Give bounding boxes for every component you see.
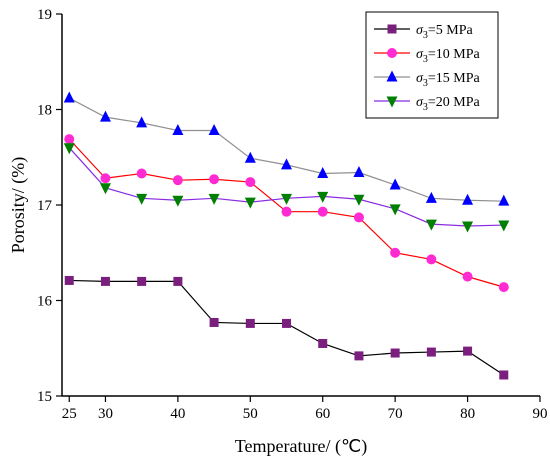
data-point: [136, 168, 147, 179]
data-point: [209, 317, 219, 327]
data-point: [354, 351, 364, 361]
data-point: [389, 178, 401, 190]
data-point: [498, 220, 510, 232]
data-point: [318, 338, 328, 348]
data-point: [209, 174, 220, 185]
data-point: [136, 116, 148, 128]
legend-item: σ3=10 MPa: [374, 47, 481, 65]
data-point: [100, 173, 111, 184]
x-axis: 25 30 40 50 60 70 80 90: [62, 396, 548, 422]
series-2: [64, 134, 509, 293]
data-point: [353, 166, 365, 178]
data-point: [63, 91, 75, 103]
legend: σ3=5 MPa σ3=10 MPa σ3=15 MPa σ3=20 MPa: [365, 11, 499, 119]
data-point: [64, 134, 75, 145]
legend-label: σ3=20 MPa: [416, 95, 481, 113]
y-axis: 15 16 17 18 19: [37, 7, 62, 405]
data-point: [172, 124, 184, 136]
legend-item: σ3=5 MPa: [374, 23, 474, 41]
data-point: [244, 151, 256, 163]
data-point: [462, 221, 474, 233]
y-tick-label: 15: [37, 389, 52, 405]
data-point: [462, 271, 473, 282]
x-tick-label: 25: [62, 406, 77, 422]
data-point: [390, 247, 401, 258]
series-1: [64, 275, 509, 380]
data-point: [245, 318, 255, 328]
data-point: [136, 193, 148, 205]
x-tick-label: 80: [460, 406, 475, 422]
data-point: [172, 195, 184, 207]
data-point: [425, 191, 437, 203]
data-point: [389, 204, 401, 216]
data-point: [99, 183, 111, 195]
legend-marker: [387, 24, 397, 34]
data-point: [498, 282, 509, 293]
legend-marker: [386, 96, 398, 108]
data-point: [208, 193, 220, 205]
data-point: [245, 177, 256, 188]
y-axis-title: Porosity/ (%): [8, 157, 29, 254]
x-tick-label: 90: [533, 406, 548, 422]
x-axis-title: Temperature/ (℃): [235, 436, 367, 457]
data-point: [462, 193, 474, 205]
legend-label: σ3=15 MPa: [416, 71, 481, 89]
legend-marker: [386, 70, 398, 82]
data-point: [244, 197, 256, 209]
data-point: [282, 318, 292, 328]
series-4: [63, 143, 510, 233]
data-point: [137, 276, 147, 286]
y-tick-label: 16: [37, 294, 53, 310]
data-point: [426, 347, 436, 357]
data-point: [281, 193, 293, 205]
data-point: [208, 124, 220, 136]
data-point: [499, 370, 509, 380]
legend-item: σ3=15 MPa: [374, 70, 481, 89]
y-tick-label: 17: [37, 198, 53, 214]
data-point: [172, 175, 183, 186]
series-layer: [63, 91, 510, 380]
y-tick-label: 19: [37, 7, 52, 23]
data-point: [63, 143, 75, 155]
data-point: [425, 219, 437, 231]
y-tick-label: 18: [37, 103, 52, 119]
x-tick-label: 60: [315, 406, 330, 422]
legend-marker: [387, 48, 397, 58]
legend-item: σ3=20 MPa: [374, 95, 481, 113]
data-point: [353, 212, 364, 223]
data-point: [281, 158, 293, 170]
data-point: [317, 166, 329, 178]
data-point: [64, 275, 74, 285]
data-point: [317, 191, 329, 203]
data-point: [498, 194, 510, 206]
x-tick-label: 50: [243, 406, 258, 422]
data-point: [426, 254, 437, 265]
x-tick-label: 70: [388, 406, 403, 422]
data-point: [281, 206, 292, 217]
legend-label: σ3=10 MPa: [416, 47, 481, 65]
x-tick-label: 40: [170, 406, 185, 422]
legend-label: σ3=5 MPa: [416, 23, 474, 41]
data-point: [463, 346, 473, 356]
data-point: [317, 206, 328, 217]
data-point: [390, 348, 400, 358]
data-point: [353, 194, 365, 206]
x-tick-label: 30: [98, 406, 113, 422]
data-point: [173, 276, 183, 286]
data-point: [99, 110, 111, 122]
data-point: [100, 276, 110, 286]
series-3: [63, 91, 510, 206]
